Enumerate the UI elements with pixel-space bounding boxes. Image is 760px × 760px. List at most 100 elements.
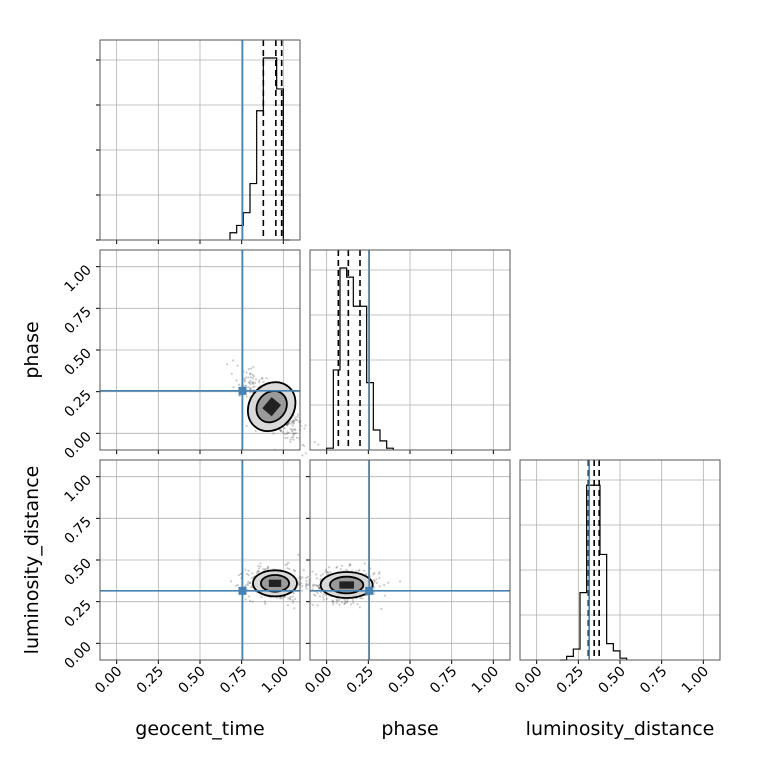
scatter-point bbox=[363, 562, 366, 565]
scatter-point bbox=[318, 586, 321, 589]
scatter-point bbox=[248, 381, 251, 384]
scatter-point bbox=[252, 386, 255, 389]
scatter-point bbox=[319, 591, 323, 594]
scatter-point bbox=[238, 394, 241, 397]
scatter-point bbox=[251, 381, 255, 384]
x-tick-label: 0.75 bbox=[427, 664, 460, 697]
scatter-point bbox=[332, 601, 335, 604]
scatter-point bbox=[361, 597, 364, 600]
scatter-point bbox=[251, 572, 254, 575]
scatter-point bbox=[305, 584, 308, 587]
scatter-point bbox=[247, 367, 250, 371]
scatter-point bbox=[325, 597, 328, 601]
scatter-point bbox=[287, 561, 290, 565]
scatter-point bbox=[305, 576, 308, 580]
scatter-point bbox=[292, 569, 296, 572]
scatter-point bbox=[356, 603, 359, 606]
scatter-point bbox=[292, 434, 295, 437]
x-tick-label: 0.50 bbox=[175, 664, 208, 697]
density-panel-geocent-time-vs-luminosity-distance: 0.00 0.25 0.50 0.75 1.000.000.250.500.751.00 bbox=[61, 459, 318, 697]
scatter-point bbox=[288, 597, 292, 600]
scatter-point bbox=[248, 599, 252, 603]
scatter-point bbox=[398, 580, 402, 583]
scatter-point bbox=[305, 587, 308, 590]
scatter-point bbox=[263, 600, 267, 603]
contour-outer bbox=[246, 381, 297, 433]
scatter-point bbox=[258, 379, 261, 382]
scatter-point bbox=[297, 553, 300, 556]
scatter-point bbox=[256, 570, 260, 573]
panel-frame bbox=[309, 249, 511, 451]
scatter-point bbox=[314, 594, 317, 597]
scatter-point bbox=[267, 567, 270, 570]
scatter-point bbox=[375, 578, 378, 581]
scatter-point bbox=[340, 601, 344, 604]
scatter-point bbox=[250, 367, 253, 370]
scatter-point bbox=[245, 572, 248, 576]
scatter-point bbox=[247, 376, 250, 379]
contour-inner bbox=[329, 575, 365, 595]
scatter-point bbox=[286, 423, 289, 426]
scatter-point bbox=[287, 597, 290, 600]
panel-frame bbox=[519, 459, 721, 661]
scatter-point bbox=[316, 592, 319, 595]
scatter-point bbox=[373, 572, 376, 575]
scatter-point bbox=[319, 578, 322, 581]
scatter-point bbox=[318, 586, 321, 590]
scatter-point bbox=[279, 597, 282, 600]
scatter-point bbox=[322, 598, 325, 601]
scatter-point bbox=[292, 592, 295, 595]
scatter-point bbox=[293, 418, 296, 421]
scatter-point bbox=[252, 575, 255, 578]
scatter-point bbox=[236, 364, 239, 367]
scatter-point bbox=[281, 431, 285, 434]
scatter-point bbox=[296, 413, 300, 416]
scatter-point bbox=[249, 388, 252, 391]
scatter-point bbox=[267, 565, 270, 568]
scatter-point bbox=[249, 581, 252, 584]
scatter-point bbox=[312, 583, 315, 586]
scatter-point bbox=[335, 566, 338, 569]
scatter-point bbox=[343, 602, 346, 605]
scatter-point bbox=[372, 578, 375, 582]
scatter-point bbox=[251, 373, 254, 376]
x-tick-label: 0.00 bbox=[302, 664, 335, 697]
scatter-point bbox=[378, 585, 381, 588]
scatter-point bbox=[335, 601, 338, 604]
scatter-point bbox=[247, 595, 251, 598]
scatter-point bbox=[260, 376, 264, 379]
scatter-point bbox=[303, 427, 306, 430]
scatter-point bbox=[260, 595, 263, 598]
scatter-point bbox=[306, 583, 309, 586]
scatter-point bbox=[345, 568, 348, 571]
density-peak bbox=[262, 397, 282, 417]
x-axis-label-luminosity-distance: luminosity_distance bbox=[526, 718, 715, 740]
scatter-point bbox=[293, 570, 297, 573]
scatter-point bbox=[244, 384, 248, 387]
scatter-point bbox=[248, 581, 252, 585]
scatter-point bbox=[254, 378, 258, 381]
scatter-point bbox=[244, 568, 247, 571]
scatter-point bbox=[349, 563, 352, 567]
scatter-point bbox=[326, 571, 329, 574]
scatter-point bbox=[257, 570, 261, 573]
scatter-point bbox=[284, 436, 287, 440]
density-panel-geocent-time-vs-phase: 0.00 0.25 0.50 0.75 1.00 bbox=[61, 249, 320, 462]
scatter-point bbox=[292, 438, 295, 441]
scatter-point bbox=[229, 580, 233, 583]
scatter-point bbox=[245, 424, 248, 428]
scatter-point bbox=[247, 381, 251, 384]
density-panel-phase-vs-luminosity-distance: 0.00 0.25 0.50 0.75 1.00 bbox=[291, 459, 511, 697]
scatter-point bbox=[265, 376, 268, 380]
scatter-point bbox=[283, 432, 287, 436]
scatter-point bbox=[351, 599, 354, 602]
scatter-point bbox=[232, 359, 235, 362]
scatter-point bbox=[326, 572, 330, 576]
scatter-point bbox=[305, 582, 308, 585]
scatter-point bbox=[327, 566, 331, 569]
scatter-point bbox=[292, 422, 295, 425]
scatter-point bbox=[264, 567, 267, 570]
scatter-point bbox=[291, 595, 295, 598]
x-axis-label-phase: phase bbox=[381, 718, 438, 740]
scatter-point bbox=[292, 419, 295, 423]
